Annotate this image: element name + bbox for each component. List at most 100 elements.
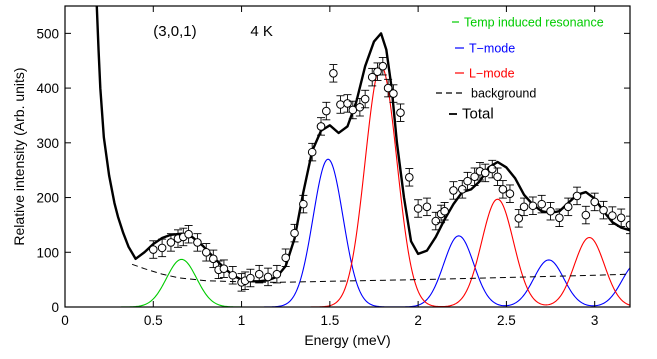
x-tick-label: 0.5 <box>144 313 163 328</box>
data-point <box>329 64 338 83</box>
data-point <box>336 95 345 114</box>
data-point <box>413 199 423 218</box>
x-tick-label: 2 <box>414 313 422 328</box>
data-point <box>581 205 591 225</box>
data-point-marker <box>219 264 229 273</box>
data-point <box>422 197 432 217</box>
data-point <box>322 101 331 121</box>
data-point-marker <box>505 189 515 199</box>
data-point <box>281 248 291 267</box>
legend-entry-total: Total <box>462 106 494 123</box>
data-point-marker <box>389 89 398 98</box>
data-point <box>537 194 547 214</box>
data-point-marker <box>184 229 193 239</box>
data-point-marker <box>572 191 582 201</box>
data-point-marker <box>272 269 282 279</box>
data-point <box>590 192 599 212</box>
legend-entry-l-mode: L−mode <box>469 67 515 81</box>
data-point-marker <box>383 83 393 93</box>
data-point <box>625 215 630 235</box>
data-point-marker <box>440 206 449 216</box>
data-point <box>148 240 158 259</box>
x-tick-label: 2.5 <box>497 313 516 328</box>
data-point <box>528 196 538 215</box>
data-point-marker <box>378 61 388 71</box>
data-point-marker <box>193 238 202 247</box>
data-point <box>316 117 326 136</box>
data-point <box>546 202 555 221</box>
data-point <box>254 264 264 284</box>
data-point-marker <box>299 199 308 209</box>
data-point-marker <box>599 205 608 215</box>
legend-entry-temp-induced-resonance: Temp induced resonance <box>464 16 604 30</box>
data-point <box>201 243 211 262</box>
data-point-marker <box>316 122 326 131</box>
data-point-marker <box>470 172 479 182</box>
data-point-marker <box>281 253 291 263</box>
data-point-marker <box>290 228 299 238</box>
data-point <box>193 233 202 252</box>
data-point-marker <box>343 99 352 108</box>
data-point-marker <box>590 197 599 207</box>
y-tick-label: 500 <box>36 26 59 41</box>
data-point-marker <box>404 172 414 182</box>
y-tick-label: 0 <box>51 300 59 315</box>
data-point <box>487 159 497 179</box>
data-point <box>299 194 308 214</box>
x-tick-label: 1 <box>238 313 246 328</box>
data-point-marker <box>373 67 382 76</box>
data-point <box>383 78 393 98</box>
data-point <box>449 181 458 200</box>
data-point <box>166 233 176 252</box>
series-t-mode-line <box>65 158 630 307</box>
data-point-marker <box>367 72 377 82</box>
data-point <box>572 186 582 206</box>
data-point <box>616 208 626 228</box>
data-point-marker <box>422 202 432 212</box>
data-point-marker <box>581 210 591 220</box>
data-point <box>373 62 382 81</box>
data-point <box>290 223 299 243</box>
data-point <box>514 209 524 228</box>
y-tick-label: 200 <box>36 191 59 206</box>
data-point-marker <box>157 243 167 253</box>
data-point-marker <box>493 172 502 182</box>
data-point-marker <box>480 168 490 178</box>
x-axis-label: Energy (meV) <box>304 332 390 348</box>
data-point-marker <box>246 273 255 283</box>
data-point-marker <box>537 199 547 209</box>
data-point <box>470 167 479 186</box>
data-point-marker <box>457 185 467 194</box>
curves-layer <box>65 6 630 307</box>
y-axis-label: Relative intensity (Arb. units) <box>11 67 27 245</box>
data-point <box>608 206 617 225</box>
data-point-marker <box>228 270 238 280</box>
data-point-marker <box>336 100 345 109</box>
data-point-marker <box>329 69 338 78</box>
data-point <box>463 171 472 191</box>
data-point <box>505 184 515 203</box>
data-point-marker <box>148 245 158 254</box>
data-point-marker <box>413 204 423 213</box>
data-point <box>599 200 608 220</box>
data-point-marker <box>307 147 317 157</box>
data-point-marker <box>608 211 617 220</box>
data-point <box>228 266 238 285</box>
data-point <box>480 163 490 183</box>
data-point-marker <box>519 202 529 212</box>
data-point-marker <box>616 213 626 223</box>
data-point-marker <box>360 94 370 104</box>
data-point <box>355 98 365 117</box>
data-point-marker <box>463 176 472 186</box>
data-point <box>404 168 414 187</box>
data-point-marker <box>563 202 573 212</box>
data-point <box>307 142 317 162</box>
plot-frame <box>64 5 631 308</box>
data-point-marker <box>449 186 458 195</box>
data-point-marker <box>254 269 264 279</box>
data-point <box>263 267 273 287</box>
data-point <box>272 264 282 284</box>
data-point-marker <box>166 238 176 247</box>
y-tick-label: 100 <box>36 245 59 260</box>
data-point-marker <box>322 106 331 116</box>
